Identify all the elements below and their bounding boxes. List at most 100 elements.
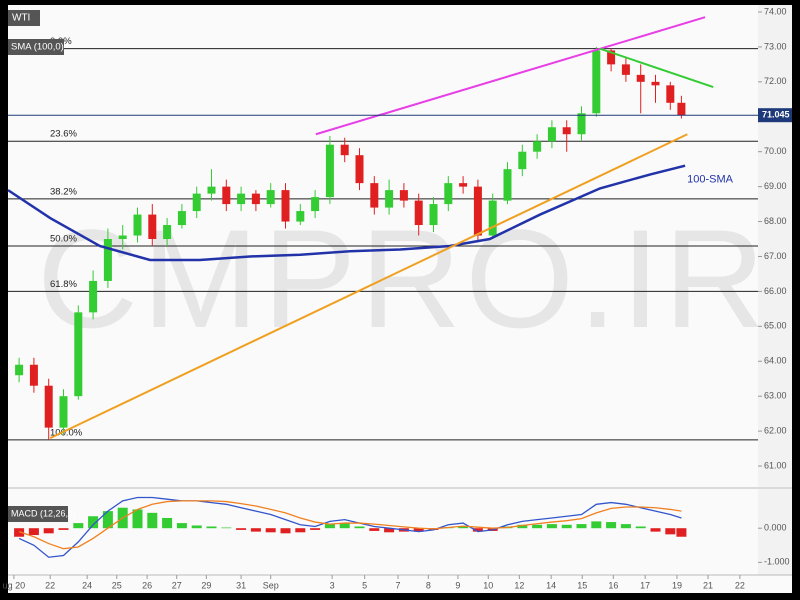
macd-histogram-bar [369, 528, 380, 531]
candle-body [237, 193, 246, 205]
macd-histogram-bar [102, 511, 113, 529]
y-tick-label: 65.00 [764, 321, 787, 331]
candle-body [385, 190, 394, 208]
price-axis-background [758, 5, 792, 487]
y-tick-label: 63.00 [764, 391, 787, 401]
x-tick-label: Sep [263, 580, 279, 590]
candle-body [577, 113, 586, 135]
x-tick-label: 31 [236, 580, 246, 590]
y-tick-label: 67.00 [764, 251, 787, 261]
macd-histogram-bar [546, 524, 557, 529]
candle-body [459, 183, 468, 187]
chart-subtitle: SMA (100,0) [11, 42, 64, 53]
y-tick-label: 0.000 [764, 523, 787, 533]
macd-histogram-bar [147, 512, 158, 529]
fib-level-label: 61.8% [50, 279, 77, 290]
x-tick-label: 21 [703, 580, 713, 590]
macd-histogram-bar [635, 526, 646, 529]
candle-body [444, 183, 453, 205]
candle-body [296, 211, 305, 222]
candle-body [621, 64, 630, 75]
sma-label: 100-SMA [687, 174, 734, 186]
candle-body [518, 151, 527, 170]
candle-body [503, 169, 512, 201]
macd-histogram-bar [73, 523, 84, 529]
x-tick-label: 12 [514, 580, 524, 590]
macd-histogram-bar [458, 526, 469, 529]
candle-body [222, 186, 231, 205]
macd-histogram-bar [295, 528, 306, 533]
macd-histogram-bar [517, 524, 528, 529]
last-price-label: 71.045 [762, 110, 790, 120]
candle-body [429, 204, 438, 226]
x-tick-label: 8 [426, 580, 431, 590]
candle-body [118, 235, 127, 240]
x-tick-label: 26 [142, 580, 152, 590]
macd-histogram-bar [265, 528, 276, 533]
macd-histogram-bar [236, 528, 247, 530]
candle-body [370, 183, 379, 208]
macd-histogram-bar [88, 516, 99, 529]
candle-body [651, 81, 660, 86]
macd-histogram-bar [176, 523, 187, 529]
macd-histogram-bar [413, 528, 424, 532]
fib-level-label: 100.0% [50, 427, 83, 438]
candle-body [266, 190, 275, 205]
macd-histogram-bar [28, 528, 39, 536]
macd-histogram-bar [191, 525, 202, 529]
y-tick-label: 61.00 [764, 460, 787, 470]
candle-body [666, 85, 675, 103]
macd-histogram-bar [561, 524, 572, 529]
x-tick-label: 10 [483, 580, 493, 590]
x-tick-label: 15 [577, 580, 587, 590]
macd-histogram-bar [676, 528, 687, 537]
y-tick-label: -1.000 [764, 557, 790, 567]
trendline [49, 133, 688, 440]
title-box [8, 10, 40, 26]
x-tick-label: 14 [546, 580, 556, 590]
candle-body [74, 312, 83, 397]
watermark: CMPRO.IR [37, 200, 769, 357]
candle-body [29, 364, 38, 386]
candle-body [399, 190, 408, 201]
candle-body [89, 280, 98, 313]
macd-histogram-bar [43, 528, 54, 534]
candle-body [355, 155, 364, 184]
x-tick-label: 5 [362, 580, 367, 590]
macd-histogram-bar [532, 524, 543, 529]
y-tick-label: 74.00 [764, 6, 787, 16]
macd-line [18, 500, 682, 550]
candle-body [533, 141, 542, 152]
y-tick-label: 69.00 [764, 181, 787, 191]
trendline [599, 47, 714, 89]
x-tick-label: 25 [112, 580, 122, 590]
y-tick-label: 66.00 [764, 286, 787, 296]
candle-body [177, 211, 186, 226]
macd-histogram-bar [472, 528, 483, 532]
y-tick-label: 73.00 [764, 41, 787, 51]
candle-body [325, 144, 334, 198]
candle-body [148, 214, 157, 240]
last-price-box [758, 108, 792, 123]
fib-level-label: 50.0% [50, 234, 77, 245]
candle-body [592, 50, 601, 114]
candle-body [488, 200, 497, 236]
macd-histogram-bar [591, 521, 602, 529]
macd-histogram-bar [14, 528, 25, 537]
y-tick-label: 64.00 [764, 356, 787, 366]
macd-histogram-bar [339, 523, 350, 529]
x-tick-label: 27 [172, 580, 182, 590]
macd-title: MACD (12,26,9) [11, 508, 76, 518]
price-axis-background [758, 489, 792, 575]
chart-background [8, 5, 792, 593]
x-tick-label: 3 [330, 580, 335, 590]
macd-histogram-bar [221, 527, 232, 529]
candle-body [281, 190, 290, 222]
macd-histogram-bar [665, 528, 676, 535]
macd-line [18, 496, 682, 558]
x-tick-label: ug 20 [3, 580, 26, 590]
candle-body [103, 239, 112, 281]
candle-body [59, 396, 68, 428]
macd-histogram-bar [132, 509, 143, 529]
sma-line [7, 164, 686, 262]
